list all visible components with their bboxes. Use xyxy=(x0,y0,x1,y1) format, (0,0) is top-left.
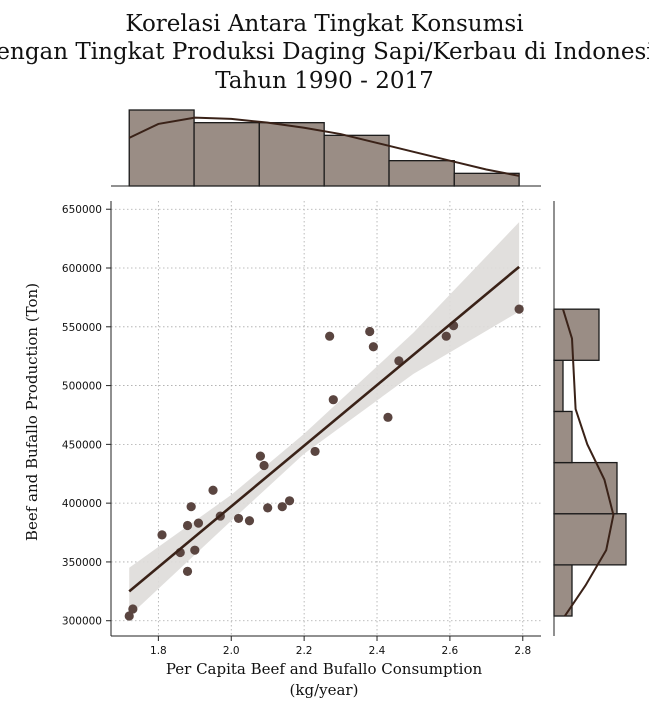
title-line-2: dengan Tingkat Produksi Daging Sapi/Kerb… xyxy=(0,39,649,65)
x-tick-label: 2.0 xyxy=(223,645,240,657)
data-point xyxy=(365,326,375,337)
data-point xyxy=(182,566,193,576)
data-point xyxy=(233,513,244,524)
y-hist-bar xyxy=(553,308,600,361)
data-point xyxy=(190,545,200,555)
x-hist-bar xyxy=(453,172,520,187)
x-tick-label: 1.8 xyxy=(150,645,167,657)
y-kde-curve xyxy=(562,308,615,617)
data-point xyxy=(394,356,404,366)
y-tick-label: 600000 xyxy=(62,263,102,275)
regression-line xyxy=(128,265,520,593)
data-point xyxy=(514,304,524,314)
y-tick-label: 400000 xyxy=(62,498,102,510)
data-point xyxy=(368,342,378,352)
x-hist-bar xyxy=(128,109,195,187)
x-kde-curve xyxy=(128,116,520,177)
y-hist-bar xyxy=(553,359,564,413)
data-point xyxy=(277,502,287,512)
grid-lines xyxy=(111,201,541,636)
data-point xyxy=(284,496,295,506)
x-tick-label: 2.4 xyxy=(369,645,386,657)
data-point xyxy=(124,611,134,621)
x-hist-bar xyxy=(193,122,260,187)
data-point xyxy=(383,412,393,422)
title-line-3: Tahun 1990 - 2017 xyxy=(215,68,433,94)
x-axis-label-line-1: Per Capita Beef and Bufallo Consumption xyxy=(166,660,483,678)
x-hist-bar xyxy=(388,160,455,187)
x-tick-label: 2.8 xyxy=(514,645,531,657)
data-point xyxy=(193,518,204,528)
data-point xyxy=(255,451,266,461)
data-point xyxy=(441,331,451,341)
data-point xyxy=(128,604,138,614)
confidence-band xyxy=(129,222,520,617)
x-hist-bar xyxy=(258,122,325,187)
data-point xyxy=(157,530,167,540)
data-point xyxy=(182,520,193,531)
data-points xyxy=(124,304,524,621)
x-tick-label: 2.2 xyxy=(296,645,313,657)
data-point xyxy=(263,503,273,513)
data-point xyxy=(259,460,269,471)
y-hist-bar xyxy=(553,410,573,464)
data-point xyxy=(310,446,320,457)
y-tick-label: 550000 xyxy=(62,322,102,334)
title-line-1: Korelasi Antara Tingkat Konsumsi xyxy=(125,11,523,37)
chart-title: Korelasi Antara Tingkat Konsumsi dengan … xyxy=(0,11,649,94)
axes xyxy=(110,201,541,637)
x-marginal-histogram xyxy=(111,109,541,187)
data-point xyxy=(208,485,218,495)
x-axis-label-line-2: (kg/year) xyxy=(290,681,359,699)
y-hist-bar xyxy=(553,513,627,566)
x-tick-label: 2.6 xyxy=(442,645,459,657)
y-tick-label: 650000 xyxy=(62,204,102,216)
data-point xyxy=(244,516,255,526)
y-axis-label: Beef and Bufallo Production (Ton) xyxy=(23,283,41,541)
data-point xyxy=(328,395,338,405)
data-point xyxy=(186,502,196,512)
y-tick-label: 300000 xyxy=(62,616,102,628)
y-tick-label: 500000 xyxy=(62,381,102,393)
data-point xyxy=(325,331,335,341)
x-axis-ticks: 1.8 2.0 2.2 2.4 2.6 2.8 xyxy=(150,636,531,657)
y-tick-label: 450000 xyxy=(62,439,102,451)
scatter-plot-area: 1.8 2.0 2.2 2.4 2.6 2.8 300000 350000 400000 450… xyxy=(62,201,541,657)
y-tick-label: 350000 xyxy=(62,557,102,569)
y-marginal-histogram xyxy=(553,201,627,636)
y-axis-ticks: 300000 350000 400000 450000 500000 550000 6000… xyxy=(62,204,111,628)
